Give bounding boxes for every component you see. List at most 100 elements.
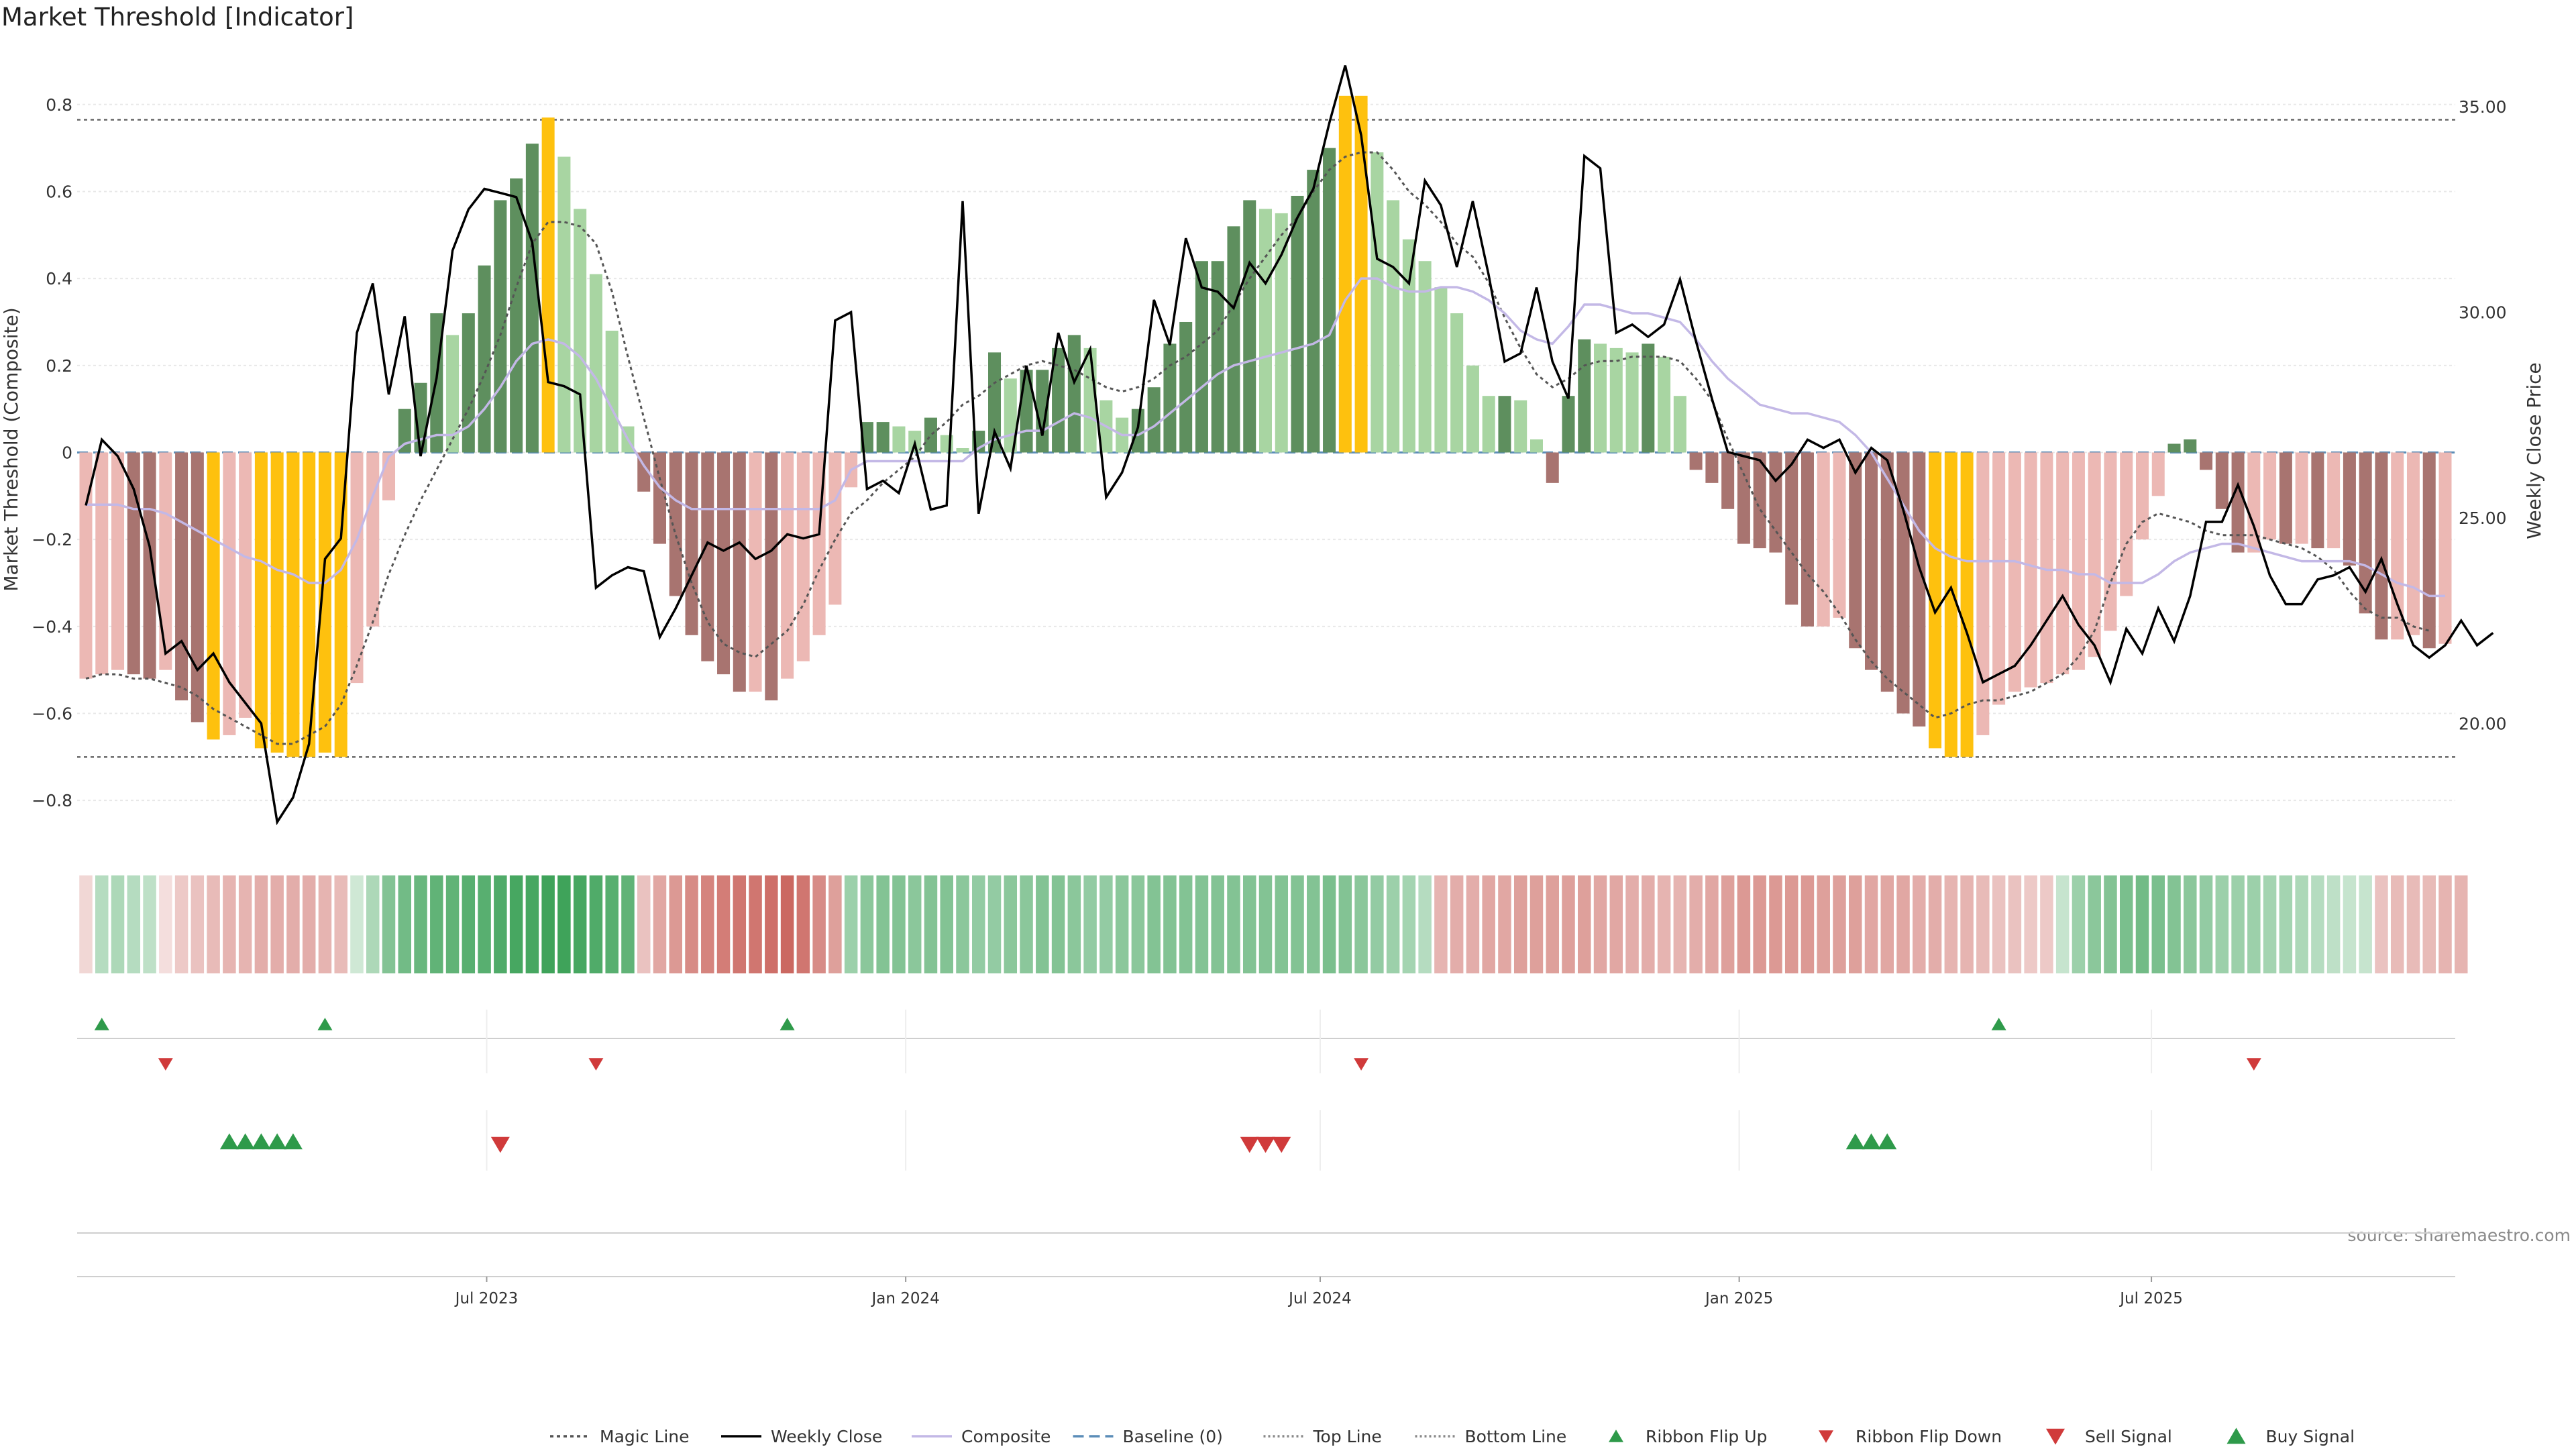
ribbon-cell: [478, 875, 491, 973]
threshold-bar: [828, 452, 842, 605]
ribbon-cell: [1578, 875, 1591, 973]
threshold-bar: [1944, 452, 1957, 757]
ribbon-flip-up-marker: [1991, 1018, 2006, 1030]
threshold-bar: [525, 144, 539, 453]
threshold-bar: [2135, 452, 2149, 540]
ribbon-cell: [334, 875, 347, 973]
ribbon-cell: [2311, 875, 2324, 973]
threshold-bar: [127, 452, 140, 675]
threshold-bar: [653, 452, 666, 544]
ribbon-cell: [238, 875, 252, 973]
threshold-bar: [1147, 387, 1161, 453]
y-axis-left-label: Market Threshold (Composite): [0, 307, 22, 591]
ribbon-cell: [2263, 875, 2277, 973]
ribbon-cell: [589, 875, 603, 973]
ribbon-cell: [207, 875, 220, 973]
ribbon-cell: [1705, 875, 1719, 973]
x-tick-label: Jul 2024: [1287, 1290, 1352, 1307]
ribbon-cell: [2215, 875, 2229, 973]
ribbon-cell: [956, 875, 969, 973]
ribbon-cell: [1593, 875, 1607, 973]
left-tick-label: 0.6: [46, 182, 72, 201]
threshold-bar: [2215, 452, 2229, 509]
legend-label: Composite: [961, 1427, 1051, 1446]
x-tick-label: Jul 2023: [454, 1290, 519, 1307]
threshold-bar: [2184, 439, 2197, 453]
threshold-bar: [541, 117, 555, 453]
threshold-bar: [286, 452, 300, 757]
ribbon-flip-down-marker: [158, 1058, 173, 1071]
ribbon-cell: [621, 875, 635, 973]
threshold-bar: [2247, 452, 2261, 553]
buy-signal-marker: [235, 1133, 255, 1150]
threshold-bar: [1482, 396, 1495, 453]
threshold-bar: [781, 452, 794, 679]
magic-line: [85, 151, 2430, 745]
threshold-bar: [1960, 452, 1974, 757]
ribbon-cell: [462, 875, 476, 973]
ribbon-cell: [1195, 875, 1209, 973]
ribbon-cell: [1099, 875, 1113, 973]
ribbon-cell: [2151, 875, 2165, 973]
ribbon-cell: [733, 875, 747, 973]
threshold-bar: [892, 426, 906, 453]
right-tick-label: 35.00: [2459, 97, 2507, 117]
ribbon-cell: [430, 875, 443, 973]
ribbon-flip-up-marker: [780, 1018, 795, 1030]
threshold-bar: [733, 452, 746, 692]
threshold-bar: [2391, 452, 2404, 640]
threshold-bar: [1243, 200, 1256, 453]
left-tick-label: −0.6: [32, 704, 72, 723]
ribbon-cell: [111, 875, 125, 973]
ribbon-cell: [1737, 875, 1751, 973]
left-tick-label: 0.2: [46, 356, 72, 376]
left-axis-ticks: 0.8 0.6 0.4 0.2 0 −0.2 −0.4 −0.6 −0.8: [32, 95, 72, 810]
ribbon-cell: [1849, 875, 1862, 973]
threshold-bar: [2088, 452, 2101, 657]
ribbon-cell: [398, 875, 412, 973]
right-tick-label: 25.00: [2459, 508, 2507, 528]
ribbon-cell: [669, 875, 682, 973]
ribbon-cell: [1322, 875, 1336, 973]
ribbon-cell: [1147, 875, 1161, 973]
ribbon-cell: [2024, 875, 2037, 973]
threshold-bar: [574, 209, 587, 453]
threshold-bar: [2343, 452, 2356, 566]
threshold-bar: [2151, 452, 2165, 496]
left-tick-label: 0.8: [46, 95, 72, 115]
threshold-bar: [1275, 213, 1288, 453]
threshold-bar: [2375, 452, 2388, 640]
ribbon-cell: [637, 875, 651, 973]
threshold-bar: [1833, 452, 1846, 618]
ribbon-cell: [796, 875, 810, 973]
legend-label: Buy Signal: [2266, 1427, 2355, 1446]
ribbon-cell: [2135, 875, 2149, 973]
ribbon-cell: [1913, 875, 1926, 973]
ribbon-flip-down-marker: [2246, 1058, 2261, 1071]
ribbon-cell: [557, 875, 571, 973]
ribbon-cell: [159, 875, 172, 973]
threshold-bar: [796, 452, 810, 661]
threshold-bar: [1179, 321, 1193, 453]
ribbon-cell: [605, 875, 619, 973]
weekly-close-line: [85, 65, 2494, 826]
sell-signal-marker: [1240, 1136, 1259, 1153]
threshold-bar: [2263, 452, 2277, 540]
ribbon-cell: [972, 875, 985, 973]
ribbon-cell: [1992, 875, 2006, 973]
ribbon-cell: [1083, 875, 1097, 973]
ribbon-cell: [701, 875, 714, 973]
ribbon-cell: [174, 875, 189, 973]
x-tick-label: Jan 2024: [870, 1290, 939, 1307]
threshold-bar: [1913, 452, 1926, 727]
ribbon-cell: [2184, 875, 2197, 973]
ribbon-cell: [1833, 875, 1846, 973]
threshold-bar: [143, 452, 156, 679]
source-note: source: sharemaestro.com: [2348, 1226, 2571, 1245]
ribbon-flip-down-marker: [1354, 1058, 1369, 1071]
legend-swatch: [2046, 1428, 2065, 1445]
ribbon-cell: [1051, 875, 1065, 973]
ribbon-cell: [1928, 875, 1942, 973]
threshold-bar: [2167, 443, 2181, 453]
threshold-bar: [2359, 452, 2372, 614]
